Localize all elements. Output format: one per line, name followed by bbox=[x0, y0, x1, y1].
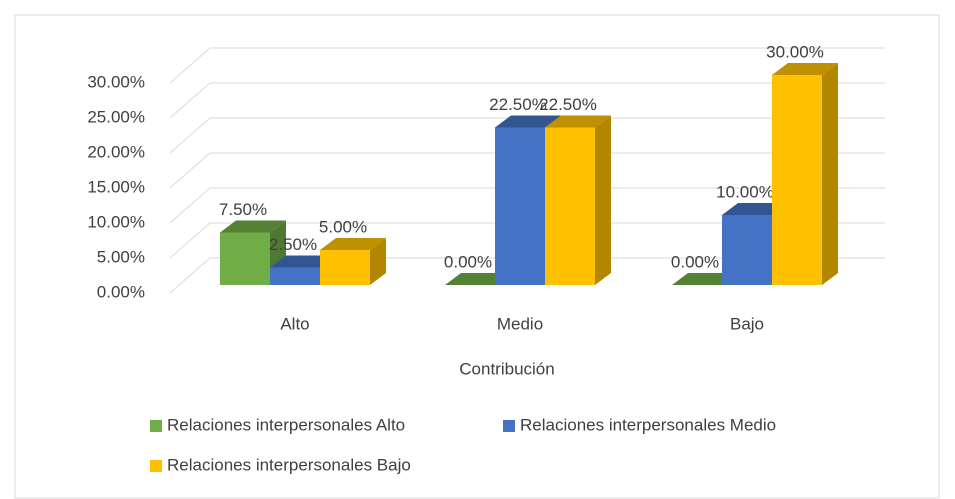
x-axis-title: Contribución bbox=[459, 359, 554, 378]
data-label: 5.00% bbox=[319, 217, 367, 236]
bar-face bbox=[722, 215, 772, 285]
legend-swatch bbox=[150, 420, 162, 432]
bar-face bbox=[320, 250, 370, 285]
bar-face bbox=[672, 273, 738, 285]
data-label: 22.50% bbox=[489, 95, 547, 114]
y-tick-label: 15.00% bbox=[87, 177, 145, 196]
bar-face bbox=[545, 115, 611, 128]
bar-face bbox=[772, 63, 838, 75]
y-tick-label: 10.00% bbox=[87, 212, 145, 231]
grid-line bbox=[169, 152, 885, 189]
bar-face bbox=[370, 238, 386, 285]
data-label: 7.50% bbox=[219, 200, 267, 219]
grid-line bbox=[169, 117, 885, 154]
y-tick-label: 20.00% bbox=[87, 142, 145, 161]
bar-face bbox=[445, 273, 511, 285]
y-tick-label: 25.00% bbox=[87, 107, 145, 126]
y-tick-label: 30.00% bbox=[87, 72, 145, 91]
x-tick-label: Bajo bbox=[730, 314, 764, 333]
legend-label: Relaciones interpersonales Bajo bbox=[167, 455, 411, 474]
bar-face bbox=[495, 127, 545, 285]
data-label: 0.00% bbox=[671, 252, 719, 271]
legend-label: Relaciones interpersonales Alto bbox=[167, 415, 405, 434]
bar-face bbox=[772, 75, 822, 285]
bar bbox=[772, 63, 838, 285]
bar bbox=[672, 273, 738, 285]
y-tick-label: 0.00% bbox=[97, 282, 145, 301]
bar-face bbox=[545, 127, 595, 285]
bar-face bbox=[495, 115, 561, 128]
bar-face bbox=[270, 267, 320, 285]
bar bbox=[445, 273, 511, 285]
grid-line bbox=[169, 187, 885, 224]
bar-face bbox=[270, 255, 336, 268]
data-label: 22.50% bbox=[539, 95, 597, 114]
legend-swatch bbox=[150, 460, 162, 472]
grid-line bbox=[169, 82, 885, 119]
bar-face bbox=[722, 203, 788, 215]
x-tick-label: Medio bbox=[497, 314, 543, 333]
grid-line bbox=[169, 222, 885, 259]
grid-line bbox=[169, 47, 885, 84]
bar-face bbox=[220, 220, 286, 233]
data-label: 2.50% bbox=[269, 235, 317, 254]
legend-label: Relaciones interpersonales Medio bbox=[520, 415, 776, 434]
bar-face bbox=[595, 115, 611, 285]
bar-face bbox=[320, 238, 386, 250]
grid-line bbox=[169, 257, 885, 294]
data-label: 0.00% bbox=[444, 252, 492, 271]
bar-face bbox=[822, 63, 838, 285]
bar bbox=[545, 115, 611, 285]
data-label: 10.00% bbox=[716, 182, 774, 201]
bar-face bbox=[220, 232, 270, 285]
x-tick-label: Alto bbox=[280, 314, 309, 333]
legend-swatch bbox=[503, 420, 515, 432]
y-tick-label: 5.00% bbox=[97, 247, 145, 266]
bar bbox=[320, 238, 386, 285]
data-label: 30.00% bbox=[766, 42, 824, 61]
